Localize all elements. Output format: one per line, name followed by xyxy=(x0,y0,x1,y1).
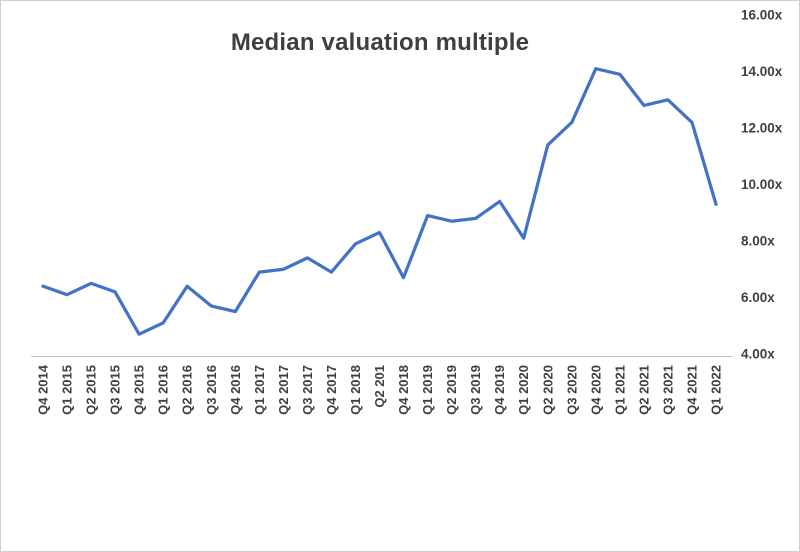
x-axis-label: Q1 2022 xyxy=(709,365,724,415)
x-axis-label: Q2 2017 xyxy=(276,365,291,415)
x-axis-label: Q4 2021 xyxy=(684,365,699,415)
y-axis-label: 6.00x xyxy=(741,290,775,305)
x-axis-label: Q2 2016 xyxy=(180,365,195,415)
x-axis-label: Q1 2017 xyxy=(252,365,267,415)
y-axis-label: 8.00x xyxy=(741,234,775,249)
x-axis-label: Q2 2020 xyxy=(540,365,555,415)
y-axis-label: 10.00x xyxy=(741,177,783,192)
x-axis-label: Q3 2016 xyxy=(204,365,219,415)
x-axis-label: Q4 2017 xyxy=(324,365,339,415)
x-axis-label: Q1 2015 xyxy=(60,365,75,415)
x-axis-label: Q1 2020 xyxy=(516,365,531,415)
series-line xyxy=(41,67,718,336)
x-axis-label: Q3 2015 xyxy=(108,365,123,415)
x-axis-label: Q1 2018 xyxy=(348,365,363,415)
x-axis-label: Q4 2020 xyxy=(588,365,603,415)
x-axis-label: Q4 2018 xyxy=(396,365,411,415)
x-axis-label: Q3 2020 xyxy=(564,365,579,415)
x-axis-label: Q1 2019 xyxy=(420,365,435,415)
y-axis-label: 12.00x xyxy=(741,121,783,136)
x-axis-label: Q2 201 xyxy=(372,365,387,408)
x-axis-label: Q3 2019 xyxy=(468,365,483,415)
x-axis-label: Q4 2015 xyxy=(132,365,147,415)
x-axis-label: Q2 2015 xyxy=(84,365,99,415)
y-axis-label: 16.00x xyxy=(741,8,783,23)
y-axis-label: 14.00x xyxy=(741,64,783,79)
x-axis-label: Q1 2016 xyxy=(156,365,171,415)
x-axis-label: Q3 2021 xyxy=(660,365,675,415)
x-axis-label: Q3 2017 xyxy=(300,365,315,415)
x-axis-label: Q2 2021 xyxy=(636,365,651,415)
x-axis-label: Q2 2019 xyxy=(444,365,459,415)
x-axis-label: Q1 2021 xyxy=(612,365,627,415)
x-axis-label: Q4 2014 xyxy=(36,364,51,415)
y-axis-label: 4.00x xyxy=(741,347,775,362)
x-axis-label: Q4 2016 xyxy=(228,365,243,415)
x-axis-label: Q4 2019 xyxy=(492,365,507,415)
